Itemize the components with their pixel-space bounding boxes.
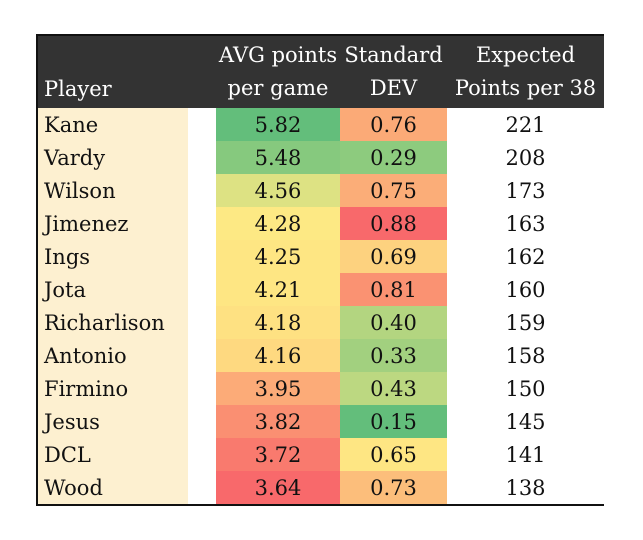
expected-points-cell: 221 xyxy=(447,108,604,141)
spacer-cell xyxy=(188,108,216,141)
header-std-line2: DEV xyxy=(369,76,418,100)
player-name-cell: Vardy xyxy=(38,141,188,174)
table-row: Jesus 3.82 0.15 145 xyxy=(38,405,604,438)
expected-points-cell: 159 xyxy=(447,306,604,339)
avg-points-cell: 4.21 xyxy=(216,273,340,306)
table-row: Wilson 4.56 0.75 173 xyxy=(38,174,604,207)
spacer-cell xyxy=(188,174,216,207)
expected-points-cell: 150 xyxy=(447,372,604,405)
table-row: Ings 4.25 0.69 162 xyxy=(38,240,604,273)
std-dev-cell: 0.29 xyxy=(340,141,447,174)
avg-points-cell: 3.82 xyxy=(216,405,340,438)
header-std-dev: Standard DEV xyxy=(340,36,447,108)
std-dev-cell: 0.75 xyxy=(340,174,447,207)
spacer-cell xyxy=(188,306,216,339)
header-std-line1: Standard xyxy=(344,43,443,67)
std-dev-cell: 0.15 xyxy=(340,405,447,438)
player-stats-table-wrapper: Player AVG points per game Standard DEV … xyxy=(36,34,604,506)
std-dev-cell: 0.43 xyxy=(340,372,447,405)
player-name-cell: Firmino xyxy=(38,372,188,405)
table-row: Richarlison 4.18 0.40 159 xyxy=(38,306,604,339)
std-dev-cell: 0.40 xyxy=(340,306,447,339)
spacer-cell xyxy=(188,438,216,471)
expected-points-cell: 158 xyxy=(447,339,604,372)
player-name-cell: Antonio xyxy=(38,339,188,372)
player-name-cell: Wilson xyxy=(38,174,188,207)
expected-points-cell: 208 xyxy=(447,141,604,174)
avg-points-cell: 4.28 xyxy=(216,207,340,240)
spacer-cell xyxy=(188,141,216,174)
avg-points-cell: 4.56 xyxy=(216,174,340,207)
spacer-cell xyxy=(188,372,216,405)
avg-points-cell: 4.16 xyxy=(216,339,340,372)
player-name-cell: Richarlison xyxy=(38,306,188,339)
std-dev-cell: 0.88 xyxy=(340,207,447,240)
expected-points-cell: 145 xyxy=(447,405,604,438)
spacer-cell xyxy=(188,339,216,372)
avg-points-cell: 3.72 xyxy=(216,438,340,471)
expected-points-cell: 162 xyxy=(447,240,604,273)
table-row: DCL 3.72 0.65 141 xyxy=(38,438,604,471)
avg-points-cell: 3.64 xyxy=(216,471,340,504)
player-name-cell: Jimenez xyxy=(38,207,188,240)
header-spacer xyxy=(188,36,216,108)
header-row: Player AVG points per game Standard DEV … xyxy=(38,36,604,108)
spacer-cell xyxy=(188,207,216,240)
std-dev-cell: 0.69 xyxy=(340,240,447,273)
player-name-cell: Wood xyxy=(38,471,188,504)
std-dev-cell: 0.81 xyxy=(340,273,447,306)
header-exp-line2: Points per 38 xyxy=(454,76,597,100)
player-name-cell: Ings xyxy=(38,240,188,273)
avg-points-cell: 4.18 xyxy=(216,306,340,339)
header-expected-points: Expected Points per 38 xyxy=(447,36,604,108)
std-dev-cell: 0.73 xyxy=(340,471,447,504)
spacer-cell xyxy=(188,405,216,438)
avg-points-cell: 5.82 xyxy=(216,108,340,141)
table-row: Wood 3.64 0.73 138 xyxy=(38,471,604,504)
header-avg-points: AVG points per game xyxy=(216,36,340,108)
header-avg-line1: AVG points xyxy=(218,43,338,67)
expected-points-cell: 160 xyxy=(447,273,604,306)
std-dev-cell: 0.33 xyxy=(340,339,447,372)
table-row: Kane 5.82 0.76 221 xyxy=(38,108,604,141)
avg-points-cell: 5.48 xyxy=(216,141,340,174)
spacer-cell xyxy=(188,273,216,306)
player-name-cell: DCL xyxy=(38,438,188,471)
player-name-cell: Kane xyxy=(38,108,188,141)
avg-points-cell: 3.95 xyxy=(216,372,340,405)
player-stats-table: Player AVG points per game Standard DEV … xyxy=(38,36,604,504)
table-row: Antonio 4.16 0.33 158 xyxy=(38,339,604,372)
expected-points-cell: 141 xyxy=(447,438,604,471)
spacer-cell xyxy=(188,471,216,504)
expected-points-cell: 138 xyxy=(447,471,604,504)
header-exp-line1: Expected xyxy=(475,43,576,67)
header-player: Player xyxy=(38,36,188,108)
player-name-cell: Jota xyxy=(38,273,188,306)
expected-points-cell: 173 xyxy=(447,174,604,207)
table-row: Jimenez 4.28 0.88 163 xyxy=(38,207,604,240)
table-body: Kane 5.82 0.76 221 Vardy 5.48 0.29 208 Wilson 4.5… xyxy=(38,108,604,504)
std-dev-cell: 0.76 xyxy=(340,108,447,141)
player-name-cell: Jesus xyxy=(38,405,188,438)
table-row: Firmino 3.95 0.43 150 xyxy=(38,372,604,405)
header-avg-line2: per game xyxy=(227,76,329,100)
avg-points-cell: 4.25 xyxy=(216,240,340,273)
table-header: Player AVG points per game Standard DEV … xyxy=(38,36,604,108)
table-row: Jota 4.21 0.81 160 xyxy=(38,273,604,306)
spacer-cell xyxy=(188,240,216,273)
std-dev-cell: 0.65 xyxy=(340,438,447,471)
table-row: Vardy 5.48 0.29 208 xyxy=(38,141,604,174)
expected-points-cell: 163 xyxy=(447,207,604,240)
